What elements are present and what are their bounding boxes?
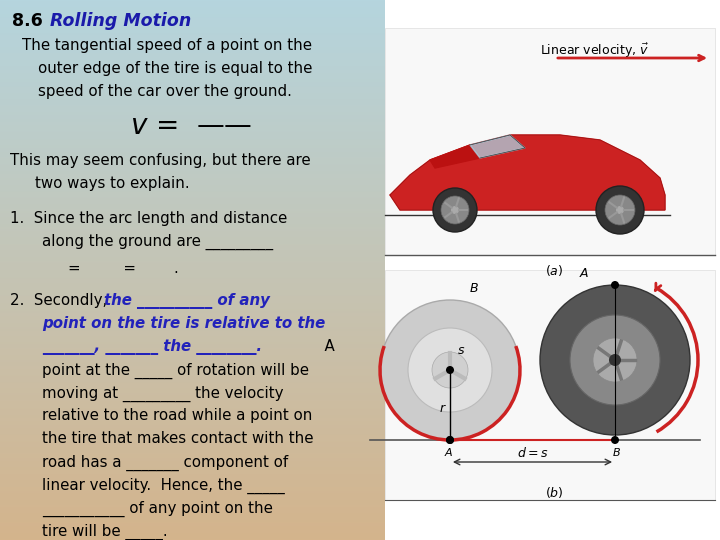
Circle shape <box>380 300 520 440</box>
Circle shape <box>593 338 637 382</box>
Circle shape <box>570 315 660 405</box>
Text: along the ground are _________: along the ground are _________ <box>42 233 273 249</box>
Text: tire will be _____.: tire will be _____. <box>42 523 168 539</box>
Text: the tire that makes contact with the: the tire that makes contact with the <box>42 431 313 446</box>
Bar <box>385 28 715 255</box>
Polygon shape <box>430 145 480 168</box>
Text: 1.  Since the arc length and distance: 1. Since the arc length and distance <box>10 211 287 226</box>
Text: $(b)$: $(b)$ <box>545 485 564 500</box>
Text: relative to the road while a point on: relative to the road while a point on <box>42 408 312 423</box>
Circle shape <box>540 285 690 435</box>
Text: B: B <box>613 448 621 458</box>
Circle shape <box>611 281 619 289</box>
Polygon shape <box>470 135 525 158</box>
Circle shape <box>451 206 459 214</box>
Text: B: B <box>470 282 479 295</box>
Circle shape <box>441 196 469 224</box>
Bar <box>385 270 715 500</box>
Text: A: A <box>315 339 335 354</box>
Text: linear velocity.  Hence, the _____: linear velocity. Hence, the _____ <box>42 477 284 494</box>
Text: two ways to explain.: two ways to explain. <box>35 176 189 191</box>
Circle shape <box>616 206 624 214</box>
Circle shape <box>611 436 619 444</box>
Text: This may seem confusing, but there are: This may seem confusing, but there are <box>10 153 310 168</box>
Circle shape <box>432 352 468 388</box>
Text: s: s <box>458 343 464 356</box>
Text: 2.  Secondly,: 2. Secondly, <box>10 293 112 308</box>
Text: speed of the car over the ground.: speed of the car over the ground. <box>38 84 292 99</box>
Text: Rolling Motion: Rolling Motion <box>50 12 192 30</box>
Text: point at the _____ of rotation will be: point at the _____ of rotation will be <box>42 362 309 379</box>
Circle shape <box>408 328 492 412</box>
Text: $(a)$: $(a)$ <box>545 263 563 278</box>
Text: The tangential speed of a point on the: The tangential speed of a point on the <box>22 38 312 53</box>
Text: ___________ of any point on the: ___________ of any point on the <box>42 500 273 516</box>
Text: r: r <box>440 402 445 415</box>
Text: =         =        .: = = . <box>68 261 179 276</box>
Polygon shape <box>390 135 665 210</box>
Text: A: A <box>580 267 588 280</box>
Circle shape <box>596 186 644 234</box>
Bar <box>385 0 720 540</box>
Text: point on the tire is relative to the: point on the tire is relative to the <box>42 316 325 332</box>
Text: Linear velocity, $\vec{v}$: Linear velocity, $\vec{v}$ <box>540 42 649 60</box>
Text: 8.6: 8.6 <box>12 12 49 30</box>
Text: $d = s$: $d = s$ <box>517 446 548 460</box>
Circle shape <box>446 436 454 444</box>
Text: A: A <box>445 448 453 458</box>
Text: moving at _________ the velocity: moving at _________ the velocity <box>42 386 284 402</box>
Text: the __________ of any: the __________ of any <box>104 293 270 309</box>
Text: outer edge of the tire is equal to the: outer edge of the tire is equal to the <box>38 61 312 76</box>
Circle shape <box>609 354 621 366</box>
Text: _______, _______ the ________.: _______, _______ the ________. <box>42 339 262 355</box>
Circle shape <box>446 366 454 374</box>
Text: road has a _______ component of: road has a _______ component of <box>42 454 288 470</box>
Circle shape <box>433 188 477 232</box>
Circle shape <box>605 195 635 225</box>
Circle shape <box>446 436 454 444</box>
Text: $\mathit{v}$ =  ——: $\mathit{v}$ = —— <box>130 112 252 140</box>
